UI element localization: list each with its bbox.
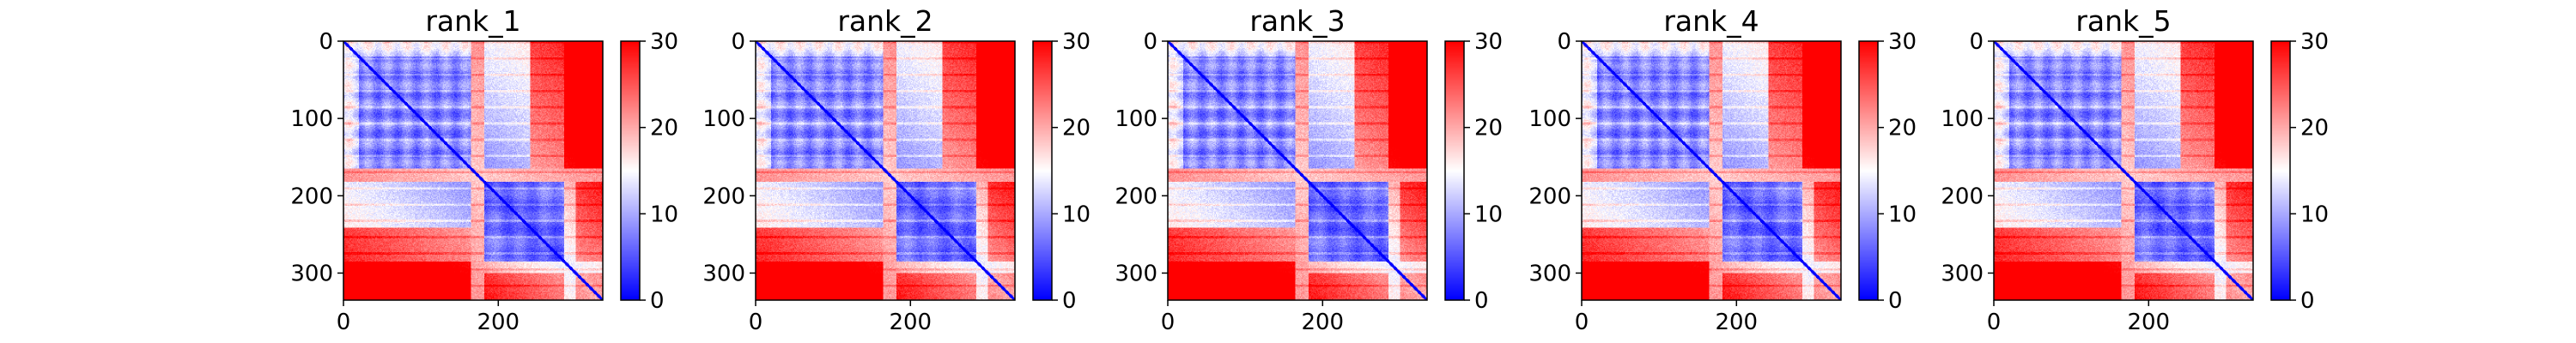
y-tick-label: 100 bbox=[702, 106, 745, 132]
panel-title: rank_3 bbox=[1249, 4, 1345, 38]
colorbar bbox=[2271, 41, 2290, 300]
y-tick-label: 100 bbox=[1528, 106, 1571, 132]
y-tick-label: 0 bbox=[1557, 29, 1571, 55]
y-tick-label: 0 bbox=[319, 29, 333, 55]
x-tick-label: 0 bbox=[1987, 310, 2002, 335]
y-tick-label: 200 bbox=[1115, 184, 1157, 209]
colorbar-tick-label: 20 bbox=[650, 116, 678, 141]
colorbar-frame bbox=[1444, 40, 1465, 301]
colorbar bbox=[1033, 41, 1052, 300]
y-tick-label: 0 bbox=[1969, 29, 1984, 55]
plot-frame bbox=[343, 40, 604, 301]
panel-title: rank_5 bbox=[2075, 4, 2171, 38]
colorbar bbox=[1859, 41, 1878, 300]
y-tick-label: 300 bbox=[1115, 261, 1157, 286]
colorbar-tick-label: 20 bbox=[1062, 116, 1091, 141]
colorbar-tick-label: 30 bbox=[1888, 29, 1917, 55]
heatmap-image bbox=[343, 41, 603, 300]
colorbar-tick-label: 20 bbox=[2300, 116, 2329, 141]
x-tick-label: 200 bbox=[1301, 310, 1344, 335]
y-tick-label: 100 bbox=[1941, 106, 1984, 132]
y-tick-label: 0 bbox=[1143, 29, 1157, 55]
x-tick-label: 200 bbox=[889, 310, 932, 335]
plot-frame bbox=[1167, 40, 1428, 301]
x-tick-label: 200 bbox=[1715, 310, 1758, 335]
colorbar bbox=[621, 41, 640, 300]
x-tick-label: 0 bbox=[749, 310, 763, 335]
x-tick-label: 0 bbox=[337, 310, 351, 335]
heatmap-image bbox=[1168, 41, 1427, 300]
y-tick-label: 300 bbox=[702, 261, 745, 286]
colorbar-tick-label: 30 bbox=[2300, 29, 2329, 55]
x-tick-label: 0 bbox=[1575, 310, 1589, 335]
x-tick-label: 200 bbox=[2127, 310, 2170, 335]
plot-frame bbox=[755, 40, 1016, 301]
colorbar-tick-label: 10 bbox=[2300, 202, 2329, 227]
colorbar-tick-label: 0 bbox=[1888, 288, 1903, 314]
colorbar-tick-label: 20 bbox=[1888, 116, 1917, 141]
colorbar-tick-label: 10 bbox=[1888, 202, 1917, 227]
panel-title: rank_2 bbox=[837, 4, 933, 38]
y-tick-label: 100 bbox=[1115, 106, 1157, 132]
y-tick-label: 300 bbox=[1528, 261, 1571, 286]
x-tick-label: 0 bbox=[1161, 310, 1176, 335]
plot-frame bbox=[1581, 40, 1842, 301]
panel-title: rank_1 bbox=[425, 4, 520, 38]
colorbar-tick-label: 0 bbox=[1062, 288, 1077, 314]
x-tick-label: 200 bbox=[477, 310, 519, 335]
plot-frame bbox=[1993, 40, 2254, 301]
colorbar-tick-label: 10 bbox=[1062, 202, 1091, 227]
colorbar-tick-label: 0 bbox=[1474, 288, 1489, 314]
colorbar-tick-label: 10 bbox=[650, 202, 678, 227]
y-tick-label: 100 bbox=[290, 106, 333, 132]
colorbar-tick-label: 0 bbox=[650, 288, 665, 314]
heatmap-image bbox=[1994, 41, 2253, 300]
y-tick-label: 300 bbox=[1941, 261, 1984, 286]
colorbar bbox=[1445, 41, 1464, 300]
colorbar-frame bbox=[620, 40, 641, 301]
colorbar-tick-label: 0 bbox=[2300, 288, 2315, 314]
y-tick-label: 200 bbox=[1528, 184, 1571, 209]
colorbar-frame bbox=[2270, 40, 2291, 301]
heatmap-image bbox=[1582, 41, 1841, 300]
colorbar-tick-label: 20 bbox=[1474, 116, 1503, 141]
colorbar-frame bbox=[1032, 40, 1053, 301]
colorbar-tick-label: 30 bbox=[1474, 29, 1503, 55]
heatmap-image bbox=[756, 41, 1015, 300]
colorbar-tick-label: 10 bbox=[1474, 202, 1503, 227]
y-tick-label: 0 bbox=[731, 29, 745, 55]
y-tick-label: 200 bbox=[702, 184, 745, 209]
y-tick-label: 200 bbox=[290, 184, 333, 209]
colorbar-tick-label: 30 bbox=[1062, 29, 1091, 55]
y-tick-label: 300 bbox=[290, 261, 333, 286]
panel-title: rank_4 bbox=[1663, 4, 1759, 38]
colorbar-tick-label: 30 bbox=[650, 29, 678, 55]
y-tick-label: 200 bbox=[1941, 184, 1984, 209]
colorbar-frame bbox=[1858, 40, 1879, 301]
